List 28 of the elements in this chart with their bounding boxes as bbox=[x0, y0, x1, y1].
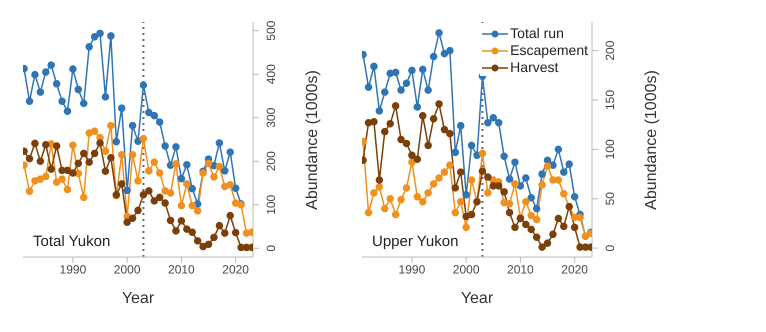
y-tick-label: 300 bbox=[264, 107, 278, 128]
y-tick-label: 150 bbox=[603, 90, 617, 110]
x-tick-label: 2000 bbox=[114, 262, 141, 277]
x-tick-label: 2010 bbox=[168, 262, 196, 277]
text: Upper Yukon bbox=[372, 233, 458, 250]
legend-label: Total run bbox=[510, 25, 564, 42]
y-tick-label: 200 bbox=[603, 40, 617, 61]
y-tick-label: 200 bbox=[264, 150, 278, 172]
x-tick-label: 2020 bbox=[222, 262, 250, 277]
y-tick-label: 50 bbox=[603, 192, 617, 206]
x-tick-label: 2010 bbox=[507, 262, 534, 277]
y-tick-label: 0 bbox=[603, 244, 617, 252]
y-tick-label: 100 bbox=[264, 194, 278, 215]
y-axis-title: Abundance (1000s) bbox=[643, 70, 661, 210]
x-tick-label: 1990 bbox=[60, 262, 87, 277]
x-tick-label: 2020 bbox=[561, 262, 588, 277]
x-tick-label: 1990 bbox=[398, 262, 426, 277]
legend-label: Harvest bbox=[510, 59, 558, 76]
x-axis-title: Year bbox=[460, 290, 494, 307]
y-tick-label: 0 bbox=[264, 244, 278, 252]
legend-label: Escapement bbox=[510, 42, 588, 59]
y-tick-label: 100 bbox=[603, 139, 617, 160]
y-tick-label: 400 bbox=[264, 64, 278, 84]
x-tick-label: 2000 bbox=[452, 262, 480, 277]
y-tick-label: 500 bbox=[264, 20, 278, 41]
x-axis-title: Year bbox=[122, 290, 155, 307]
text: Total Yukon bbox=[33, 233, 110, 250]
y-axis-title: Abundance (1000s) bbox=[304, 70, 322, 210]
